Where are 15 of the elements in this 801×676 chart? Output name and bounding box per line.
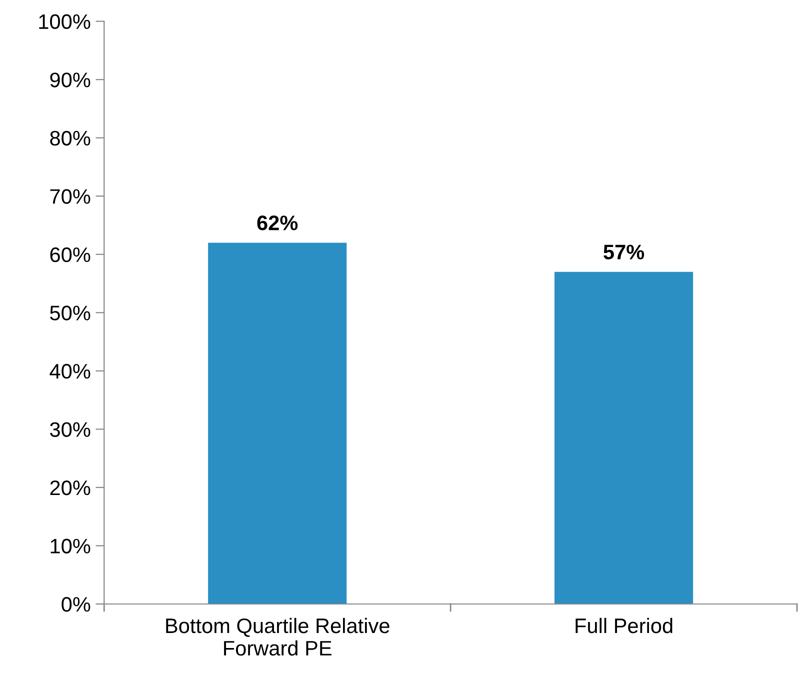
y-tick-label: 100%	[39, 14, 90, 30]
y-tick-label: 70%	[50, 189, 90, 204]
data-label: 62%	[257, 216, 298, 230]
data-label: 57%	[604, 244, 644, 260]
x-tick-label: Full Period	[576, 618, 672, 634]
x-tick-label: Bottom Quartile Relative Forward PE	[166, 618, 390, 656]
y-tick-label: 60%	[50, 247, 90, 262]
y-tick-label: 0%	[62, 597, 90, 612]
y-tick-label: 20%	[50, 480, 90, 496]
y-tick-label: 10%	[50, 538, 90, 554]
y-tick-label: 90%	[50, 72, 90, 88]
y-tick-label: 40%	[50, 364, 90, 379]
y-tick-label: 50%	[50, 306, 90, 320]
y-tick-label: 30%	[50, 422, 90, 437]
y-tick-label: 80%	[50, 130, 90, 146]
